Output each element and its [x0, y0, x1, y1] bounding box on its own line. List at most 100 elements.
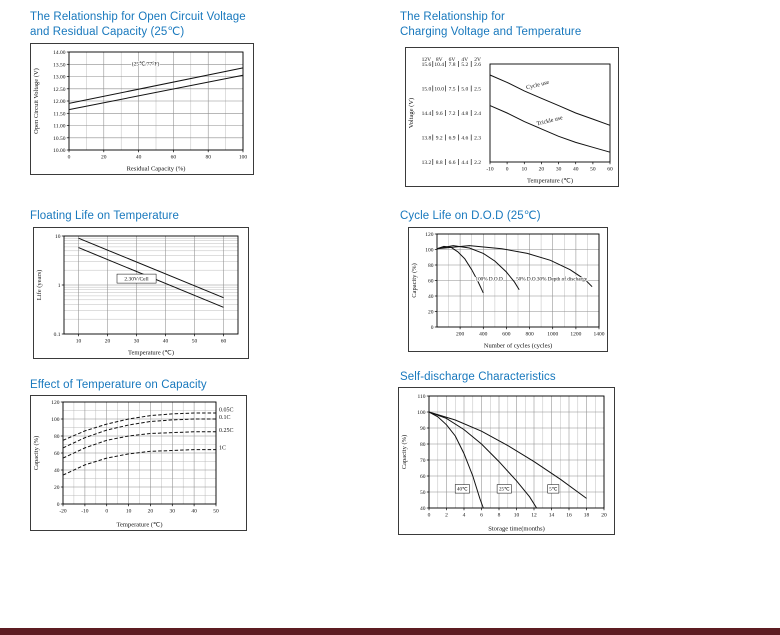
svg-text:0.05C: 0.05C [219, 407, 234, 413]
svg-text:13.8: 13.8 [422, 136, 432, 142]
svg-text:13.00: 13.00 [53, 75, 66, 81]
svg-text:40: 40 [54, 468, 60, 474]
svg-text:0: 0 [506, 167, 509, 173]
floating-life-temperature-plot: 10 20 30 40 50 60 0.1 1 10 2.30V/Cell Temperature … [36, 234, 239, 357]
svg-text:4V: 4V [461, 57, 468, 63]
svg-text:5.0: 5.0 [461, 87, 468, 93]
svg-text:8: 8 [498, 513, 501, 519]
svg-text:Cycle use: Cycle use [526, 80, 551, 92]
svg-text:30: 30 [170, 509, 176, 515]
svg-text:10.50: 10.50 [53, 136, 66, 142]
chart-box-ocv-residual: 0 20 40 60 80 100 10.00 10.50 11.00 11.50 12.00 12.… [30, 43, 254, 175]
svg-text:60: 60 [607, 167, 613, 173]
svg-text:40: 40 [573, 167, 579, 173]
svg-text:400: 400 [479, 332, 488, 338]
title-line: The Relationship for [400, 11, 505, 23]
svg-text:120: 120 [425, 232, 434, 238]
svg-text:Voltage (V): Voltage (V) [408, 98, 415, 128]
svg-text:20: 20 [105, 339, 111, 345]
svg-text:7.8: 7.8 [449, 62, 456, 68]
title-line: Self-discharge Characteristics [400, 371, 556, 383]
svg-text:2.4: 2.4 [474, 111, 481, 117]
svg-text:10: 10 [126, 509, 132, 515]
svg-text:8V: 8V [436, 57, 443, 63]
svg-text:9.2: 9.2 [436, 136, 443, 142]
svg-text:0: 0 [428, 513, 431, 519]
svg-text:8.8: 8.8 [436, 160, 443, 166]
svg-text:60: 60 [171, 155, 177, 161]
svg-text:100% D.O.D: 100% D.O.D [475, 277, 502, 283]
svg-text:0: 0 [431, 325, 434, 331]
svg-text:30: 30 [134, 339, 140, 345]
chart-box-cycle-life: 200 400 600 800 1000 1200 1400 0 20 40 60 80 100 120 1… [408, 227, 608, 352]
svg-text:0: 0 [68, 155, 71, 161]
svg-text:Capacity (%): Capacity (%) [33, 436, 40, 470]
svg-text:110: 110 [417, 394, 425, 400]
svg-text:800: 800 [525, 332, 534, 338]
svg-text:40: 40 [163, 339, 169, 345]
svg-text:7.5: 7.5 [449, 87, 456, 93]
svg-text:0.1C: 0.1C [219, 415, 231, 421]
svg-text:80: 80 [420, 442, 426, 448]
svg-text:40: 40 [428, 294, 434, 300]
svg-text:14.4: 14.4 [422, 111, 432, 117]
svg-text:50% D.O.D: 50% D.O.D [516, 277, 541, 283]
svg-text:100: 100 [425, 248, 434, 254]
svg-text:12V: 12V [422, 57, 432, 63]
chart-block-ocv-residual: The Relationship for Open Circuit Voltag… [30, 10, 254, 180]
svg-text:11.50: 11.50 [53, 111, 65, 117]
svg-text:7.2: 7.2 [449, 111, 456, 117]
svg-text:1: 1 [58, 283, 61, 289]
chart-block-self-discharge: Self-discharge Characteristics 0 2 4 6 8 10 12… [398, 370, 615, 540]
svg-text:70: 70 [420, 458, 426, 464]
svg-text:30: 30 [556, 167, 562, 173]
svg-text:60: 60 [54, 451, 60, 457]
svg-text:10: 10 [55, 234, 61, 240]
svg-text:-20: -20 [59, 509, 67, 515]
svg-text:10.00: 10.00 [53, 148, 66, 154]
svg-text:16: 16 [566, 513, 572, 519]
svg-text:5℃: 5℃ [549, 487, 558, 493]
chart-title-cycle-life: Cycle Life on D.O.D (25℃) [400, 209, 608, 224]
svg-text:13.50: 13.50 [53, 62, 66, 68]
svg-text:12.00: 12.00 [53, 99, 66, 105]
chart-title-temperature-capacity: Effect of Temperature on Capacity [30, 378, 247, 393]
svg-text:Temperature (℃): Temperature (℃) [527, 178, 573, 185]
svg-text:20: 20 [601, 513, 607, 519]
svg-text:6.6: 6.6 [449, 160, 456, 166]
svg-text:1000: 1000 [547, 332, 558, 338]
charging-voltage-temperature-plot: -10 0 10 20 30 40 50 60 12V 8V 6V 4V 2V 15.6 10.4 7.8 5.… [408, 57, 613, 185]
svg-text:9.6: 9.6 [436, 111, 443, 117]
title-line: Charging Voltage and Temperature [400, 26, 582, 38]
ocv-residual-capacity-plot: 0 20 40 60 80 100 10.00 10.50 11.00 11.50 12.00 12.… [33, 50, 248, 173]
self-discharge-plot: 0 2 4 6 8 10 12 14 16 18 20 40 50 60 70 80 90 100 110 40℃ 25… [401, 394, 607, 533]
svg-text:20: 20 [54, 485, 60, 491]
svg-text:20: 20 [101, 155, 107, 161]
svg-text:Capacity (%): Capacity (%) [411, 263, 418, 297]
svg-text:Open Circuit Voltage (V): Open Circuit Voltage (V) [33, 68, 40, 134]
svg-text:Capacity (%): Capacity (%) [401, 435, 408, 469]
svg-text:40: 40 [191, 509, 197, 515]
svg-text:4.4: 4.4 [461, 160, 468, 166]
svg-text:Temperature (℃): Temperature (℃) [128, 350, 174, 357]
svg-text:10.0: 10.0 [434, 87, 444, 93]
svg-text:600: 600 [502, 332, 511, 338]
chart-title-self-discharge: Self-discharge Characteristics [398, 370, 615, 385]
chart-block-temperature-capacity: Effect of Temperature on Capacity -20 -10… [30, 378, 247, 536]
title-line: Cycle Life on D.O.D (25℃) [400, 210, 541, 222]
footer-accent-bar [0, 628, 780, 635]
svg-text:6V: 6V [449, 57, 456, 63]
svg-text:40: 40 [136, 155, 142, 161]
svg-text:0: 0 [57, 502, 60, 508]
svg-text:12.50: 12.50 [53, 87, 66, 93]
svg-text:2.5: 2.5 [474, 87, 481, 93]
svg-text:11.00: 11.00 [53, 124, 65, 130]
svg-text:20: 20 [539, 167, 545, 173]
svg-text:4: 4 [463, 513, 466, 519]
svg-text:Temperature (℃): Temperature (℃) [116, 522, 162, 529]
title-line: Floating Life on Temperature [30, 210, 179, 222]
svg-text:100: 100 [239, 155, 248, 161]
svg-text:5.2: 5.2 [461, 62, 468, 68]
svg-text:80: 80 [428, 263, 434, 269]
